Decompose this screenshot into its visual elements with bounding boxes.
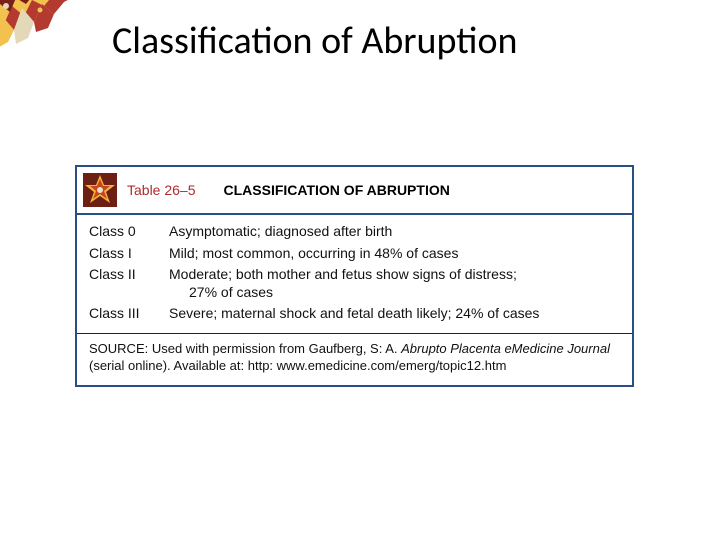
table-row: Class I Mild; most common, occurring in … (89, 245, 620, 263)
description-cell: Severe; maternal shock and fetal death l… (169, 305, 620, 323)
class-cell: Class III (89, 305, 169, 323)
table-row: Class 0 Asymptomatic; diagnosed after bi… (89, 223, 620, 241)
corner-ornament-icon (0, 0, 79, 74)
table-number-label: Table 26–5 (127, 182, 196, 198)
description-text: Moderate; both mother and fetus show sig… (169, 266, 517, 282)
description-cell: Mild; most common, occurring in 48% of c… (169, 245, 620, 263)
table-body: Class 0 Asymptomatic; diagnosed after bi… (77, 215, 632, 334)
source-italic: Abrupto Placenta eMedicine Journal (401, 341, 610, 356)
table-source: SOURCE: Used with permission from Gaufbe… (77, 334, 632, 385)
table-title: CLASSIFICATION OF ABRUPTION (224, 182, 450, 198)
table-row: Class II Moderate; both mother and fetus… (89, 266, 620, 301)
source-prefix: SOURCE: Used with permission from Gaufbe… (89, 341, 401, 356)
classification-table: Table 26–5 CLASSIFICATION OF ABRUPTION C… (75, 165, 634, 387)
description-continuation: 27% of cases (169, 284, 620, 302)
class-cell: Class 0 (89, 223, 169, 241)
description-cell: Asymptomatic; diagnosed after birth (169, 223, 620, 241)
table-header-icon (83, 173, 117, 207)
description-cell: Moderate; both mother and fetus show sig… (169, 266, 620, 301)
table-row: Class III Severe; maternal shock and fet… (89, 305, 620, 323)
class-cell: Class I (89, 245, 169, 263)
source-rest: (serial online). Available at: http: www… (89, 358, 506, 373)
slide-title: Classification of Abruption (112, 18, 517, 64)
class-cell: Class II (89, 266, 169, 284)
table-header: Table 26–5 CLASSIFICATION OF ABRUPTION (77, 167, 632, 215)
